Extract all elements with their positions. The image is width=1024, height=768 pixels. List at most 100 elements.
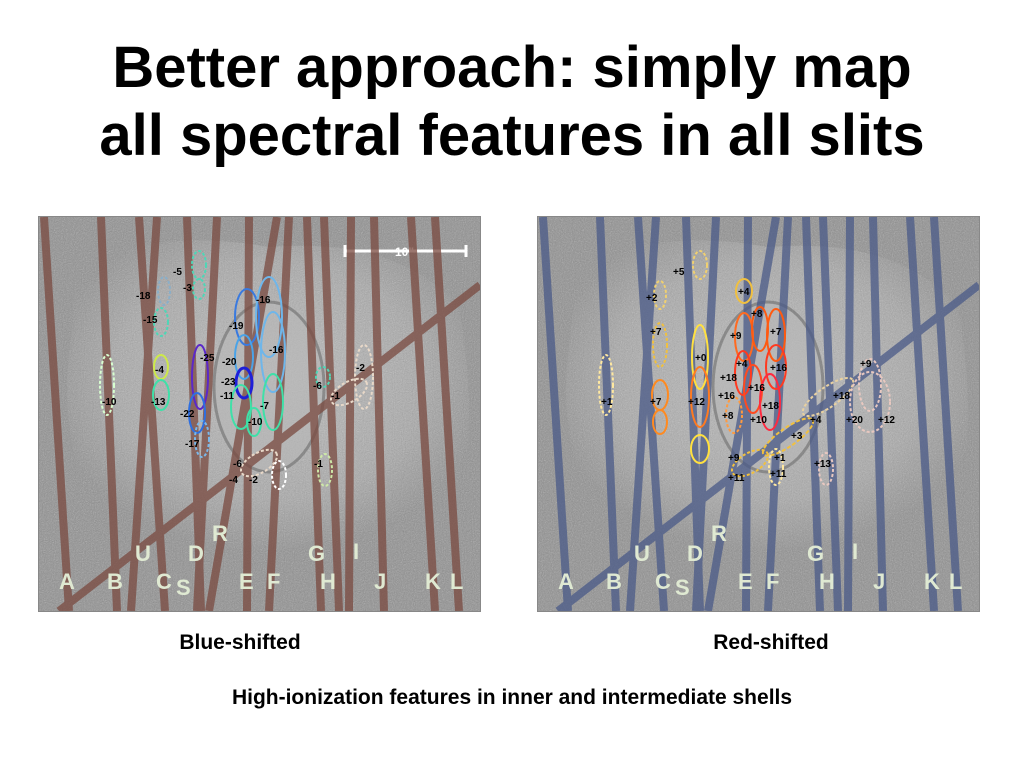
title-line-2: all spectral features in all slits	[99, 103, 925, 168]
slit-letter-b: B	[107, 569, 123, 594]
feature-label: -23	[221, 377, 236, 388]
slit-a	[40, 217, 73, 611]
slit-letter-u: U	[135, 541, 151, 566]
slit-letter-u: U	[634, 541, 650, 566]
slit-letter-k: K	[924, 569, 940, 594]
slit-d	[692, 217, 720, 611]
slit-f	[764, 217, 792, 611]
slit-j	[869, 217, 887, 611]
slit-e	[742, 217, 752, 611]
feature-ellipse	[152, 379, 170, 411]
feature-label: -19	[229, 321, 244, 332]
slit-letter-r: R	[711, 521, 727, 546]
slit-letter-a: A	[558, 569, 574, 594]
feature-label: -4	[155, 365, 164, 376]
feature-ellipse	[766, 308, 786, 362]
feature-ellipse	[598, 354, 614, 416]
feature-label: +18	[720, 373, 737, 384]
feature-label: +4	[736, 359, 748, 370]
feature-label: -7	[260, 401, 269, 412]
slit-l	[431, 217, 463, 611]
slit-diagonal	[555, 281, 979, 611]
feature-label: +18	[833, 391, 850, 402]
feature-label: +11	[728, 473, 745, 484]
feature-ellipse	[354, 344, 374, 410]
feature-label: -16	[256, 295, 271, 306]
slit-letter-s: S	[675, 575, 690, 600]
feature-ellipse	[765, 344, 787, 390]
red-shifted-map: +5 +4 +2 +8 +7 +9 +7 +0 +16 +4 +18 +16 +…	[538, 217, 979, 611]
slit-letter-e: E	[239, 569, 254, 594]
slit-i	[345, 217, 355, 611]
feature-ellipse	[690, 434, 710, 464]
feature-label: +16	[718, 391, 735, 402]
feature-ellipse	[690, 366, 710, 428]
feature-label: -22	[180, 409, 195, 420]
slit-letters: A B C S U D R E F G H I J K L	[59, 521, 463, 600]
feature-ellipse	[192, 278, 206, 300]
feature-label: +10	[750, 415, 767, 426]
feature-ellipse	[858, 358, 882, 412]
blue-feature-ellipses	[99, 250, 374, 490]
feature-label: -2	[249, 475, 258, 486]
slit-letter-g: G	[308, 541, 325, 566]
title-line-1: Better approach: simply map	[112, 35, 912, 100]
slit-l	[930, 217, 962, 611]
slit-a	[539, 217, 572, 611]
feature-ellipse	[194, 420, 210, 458]
slit-letter-j: J	[873, 569, 885, 594]
slit-letter-l: L	[949, 569, 962, 594]
feature-label: -1	[314, 459, 323, 470]
slit-d	[193, 217, 221, 611]
feature-ellipse	[271, 460, 287, 490]
feature-label: +13	[814, 459, 831, 470]
slit-letter-d: D	[188, 541, 204, 566]
slit-r	[704, 217, 780, 611]
slit-b	[97, 217, 121, 611]
feature-label: -20	[222, 357, 237, 368]
slit-letter-b: B	[606, 569, 622, 594]
feature-ellipse	[329, 377, 369, 407]
feature-label: +4	[738, 287, 750, 298]
slit-b	[596, 217, 620, 611]
slit-letter-i: I	[852, 539, 858, 564]
blue-feature-labels: -5 -3 -18 -15 -16 -19 -16 -4 -25 -20 -10…	[102, 267, 365, 486]
feature-label: -18	[136, 291, 151, 302]
feature-ellipse	[188, 392, 206, 434]
feature-label: +1	[601, 397, 613, 408]
feature-label: +7	[650, 397, 662, 408]
feature-label: +8	[751, 309, 763, 320]
feature-ellipse	[801, 376, 855, 418]
slit-h	[320, 217, 343, 611]
feature-label: +7	[650, 327, 662, 338]
feature-ellipse	[725, 396, 743, 434]
feature-label: +7	[770, 327, 782, 338]
slit-letter-c: C	[655, 569, 671, 594]
feature-ellipse	[652, 322, 668, 368]
slit-i	[844, 217, 854, 611]
feature-ellipse	[157, 276, 171, 306]
feature-label: +9	[860, 359, 872, 370]
feature-label: -6	[313, 381, 322, 392]
slit-letter-h: H	[819, 569, 835, 594]
slit-letter-f: F	[267, 569, 280, 594]
feature-label: -11	[220, 391, 234, 402]
feature-ellipse	[653, 280, 667, 310]
feature-ellipse	[768, 448, 784, 486]
feature-ellipse	[759, 373, 781, 431]
slit-letter-e: E	[738, 569, 753, 594]
feature-label: +0	[695, 353, 707, 364]
slit-c	[634, 217, 668, 611]
feature-label: -5	[173, 267, 182, 278]
feature-label: -15	[143, 315, 158, 326]
feature-ellipse	[230, 384, 252, 430]
slit-u	[626, 217, 660, 611]
slide-title: Better approach: simply map all spectral…	[0, 34, 1024, 170]
feature-ellipse	[761, 417, 815, 457]
feature-label: -10	[102, 397, 117, 408]
slit-letter-l: L	[450, 569, 463, 594]
slit-letter-k: K	[425, 569, 441, 594]
slit-letter-g: G	[807, 541, 824, 566]
feature-label: +2	[646, 293, 658, 304]
feature-label: -6	[233, 459, 242, 470]
